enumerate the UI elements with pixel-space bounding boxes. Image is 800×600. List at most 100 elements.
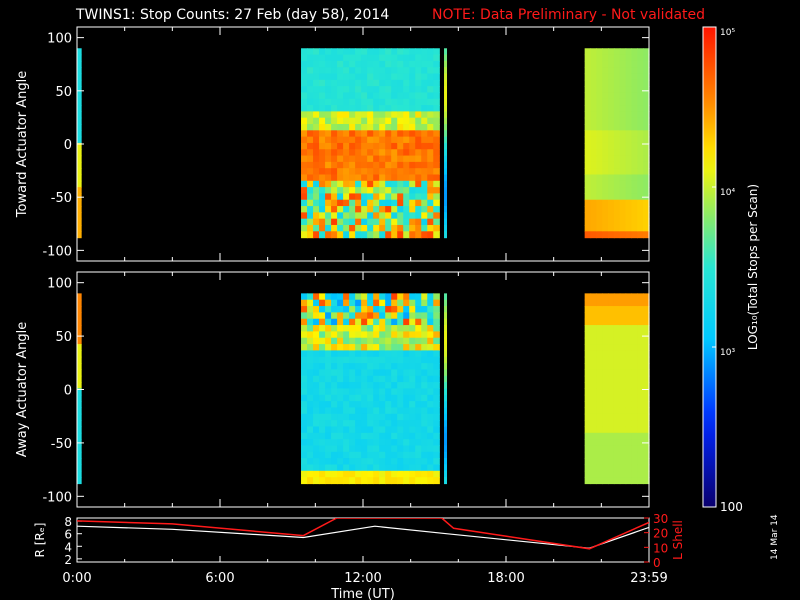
heatmap-cell (590, 67, 597, 75)
heatmap-cell (590, 193, 597, 201)
heatmap-cell (421, 212, 428, 220)
heatmap-cell (325, 388, 332, 396)
heatmap-cell (361, 344, 368, 352)
heatmap-cell (608, 375, 615, 383)
heatmap-cell (379, 337, 386, 345)
heatmap-cell (77, 331, 82, 339)
heatmap-cell (301, 451, 308, 459)
heatmap-cell (373, 470, 380, 478)
heatmap-cell (584, 124, 592, 131)
heatmap-cell (367, 224, 374, 232)
heatmap-cell (343, 54, 350, 62)
heatmap-cell (602, 299, 609, 307)
heatmap-cell (331, 111, 338, 119)
heatmap-cell (355, 187, 362, 195)
heatmap-cell (379, 299, 386, 307)
heatmap-cell (343, 407, 350, 415)
heatmap-cell (602, 375, 609, 383)
heatmap-cell (584, 426, 592, 434)
heatmap-cell (307, 149, 314, 157)
heatmap-cell (602, 369, 609, 377)
heatmap-cell (391, 458, 398, 466)
heatmap-cell (596, 73, 603, 81)
heatmap-cell (313, 382, 320, 390)
heatmap-cell (403, 67, 410, 75)
y-tick-label-right: 0 (653, 556, 661, 570)
heatmap-cell (391, 356, 398, 364)
heatmap-cell (325, 331, 332, 339)
heatmap-cell (584, 312, 592, 320)
heatmap-cell (361, 54, 368, 62)
heatmap-cell (619, 293, 627, 301)
heatmap-cell (619, 218, 627, 226)
heatmap-cell (391, 426, 398, 434)
heatmap-cell (367, 92, 374, 100)
heatmap-cell (584, 136, 592, 144)
heatmap-cell (385, 161, 392, 169)
heatmap-cell (415, 331, 422, 339)
heatmap-cell (433, 344, 440, 352)
heatmap-cell (367, 470, 374, 478)
heatmap-cell (590, 54, 597, 62)
heatmap-cell (397, 111, 404, 119)
heatmap-cell (373, 394, 380, 402)
heatmap-cell (331, 413, 338, 421)
heatmap-cell (301, 60, 308, 68)
heatmap-cell (361, 426, 368, 434)
heatmap-cell (619, 60, 627, 68)
heatmap-cell (415, 168, 422, 176)
heatmap-cell (421, 388, 428, 396)
heatmap-cell (619, 451, 627, 459)
heatmap-cell (373, 149, 380, 157)
heatmap-cell (77, 136, 82, 144)
heatmap-cell (631, 451, 638, 459)
heatmap-cell (421, 445, 428, 453)
heatmap-cell (325, 464, 332, 472)
heatmap-cell (307, 155, 314, 163)
heatmap-cell (379, 161, 386, 169)
heatmap-cell (613, 312, 621, 320)
heatmap-cell (337, 337, 344, 345)
heatmap-cell (313, 451, 320, 459)
heatmap-cell (373, 130, 380, 138)
heatmap-cell (409, 67, 416, 75)
heatmap-cell (373, 187, 380, 195)
heatmap-cell (602, 350, 609, 358)
heatmap-cell (444, 356, 448, 364)
heatmap-cell (444, 130, 448, 138)
heatmap-cell (319, 299, 326, 307)
heatmap-cell (349, 445, 356, 453)
heatmap-cell (313, 331, 320, 339)
heatmap-cell (433, 54, 440, 62)
heatmap-cell (584, 224, 592, 232)
heatmap-cell (415, 117, 422, 125)
heatmap-cell (373, 193, 380, 201)
heatmap-cell (313, 293, 320, 301)
heatmap-cell (385, 168, 392, 176)
heatmap-cell (319, 470, 326, 478)
heatmap-cell (608, 439, 615, 447)
heatmap-cell (319, 293, 326, 301)
heatmap-cell (602, 168, 609, 176)
heatmap-cell (608, 86, 615, 94)
heatmap-cell (379, 180, 386, 188)
heatmap-cell (631, 212, 638, 220)
heatmap-cell (331, 199, 338, 207)
heatmap-cell (373, 105, 380, 112)
heatmap-cell (343, 218, 350, 226)
heatmap-cell (444, 212, 448, 220)
heatmap-cell (373, 206, 380, 213)
heatmap-cell (613, 111, 621, 119)
heatmap-cell (77, 451, 82, 459)
heatmap-cell (403, 136, 410, 144)
heatmap-cell (385, 155, 392, 163)
heatmap-cell (643, 218, 650, 226)
heatmap-cell (427, 432, 434, 440)
heatmap-cell (385, 187, 392, 195)
heatmap-cell (325, 79, 332, 87)
heatmap-cell (385, 477, 392, 485)
heatmap-cell (625, 206, 633, 213)
heatmap-cell (403, 224, 410, 232)
heatmap-cell (319, 117, 326, 125)
